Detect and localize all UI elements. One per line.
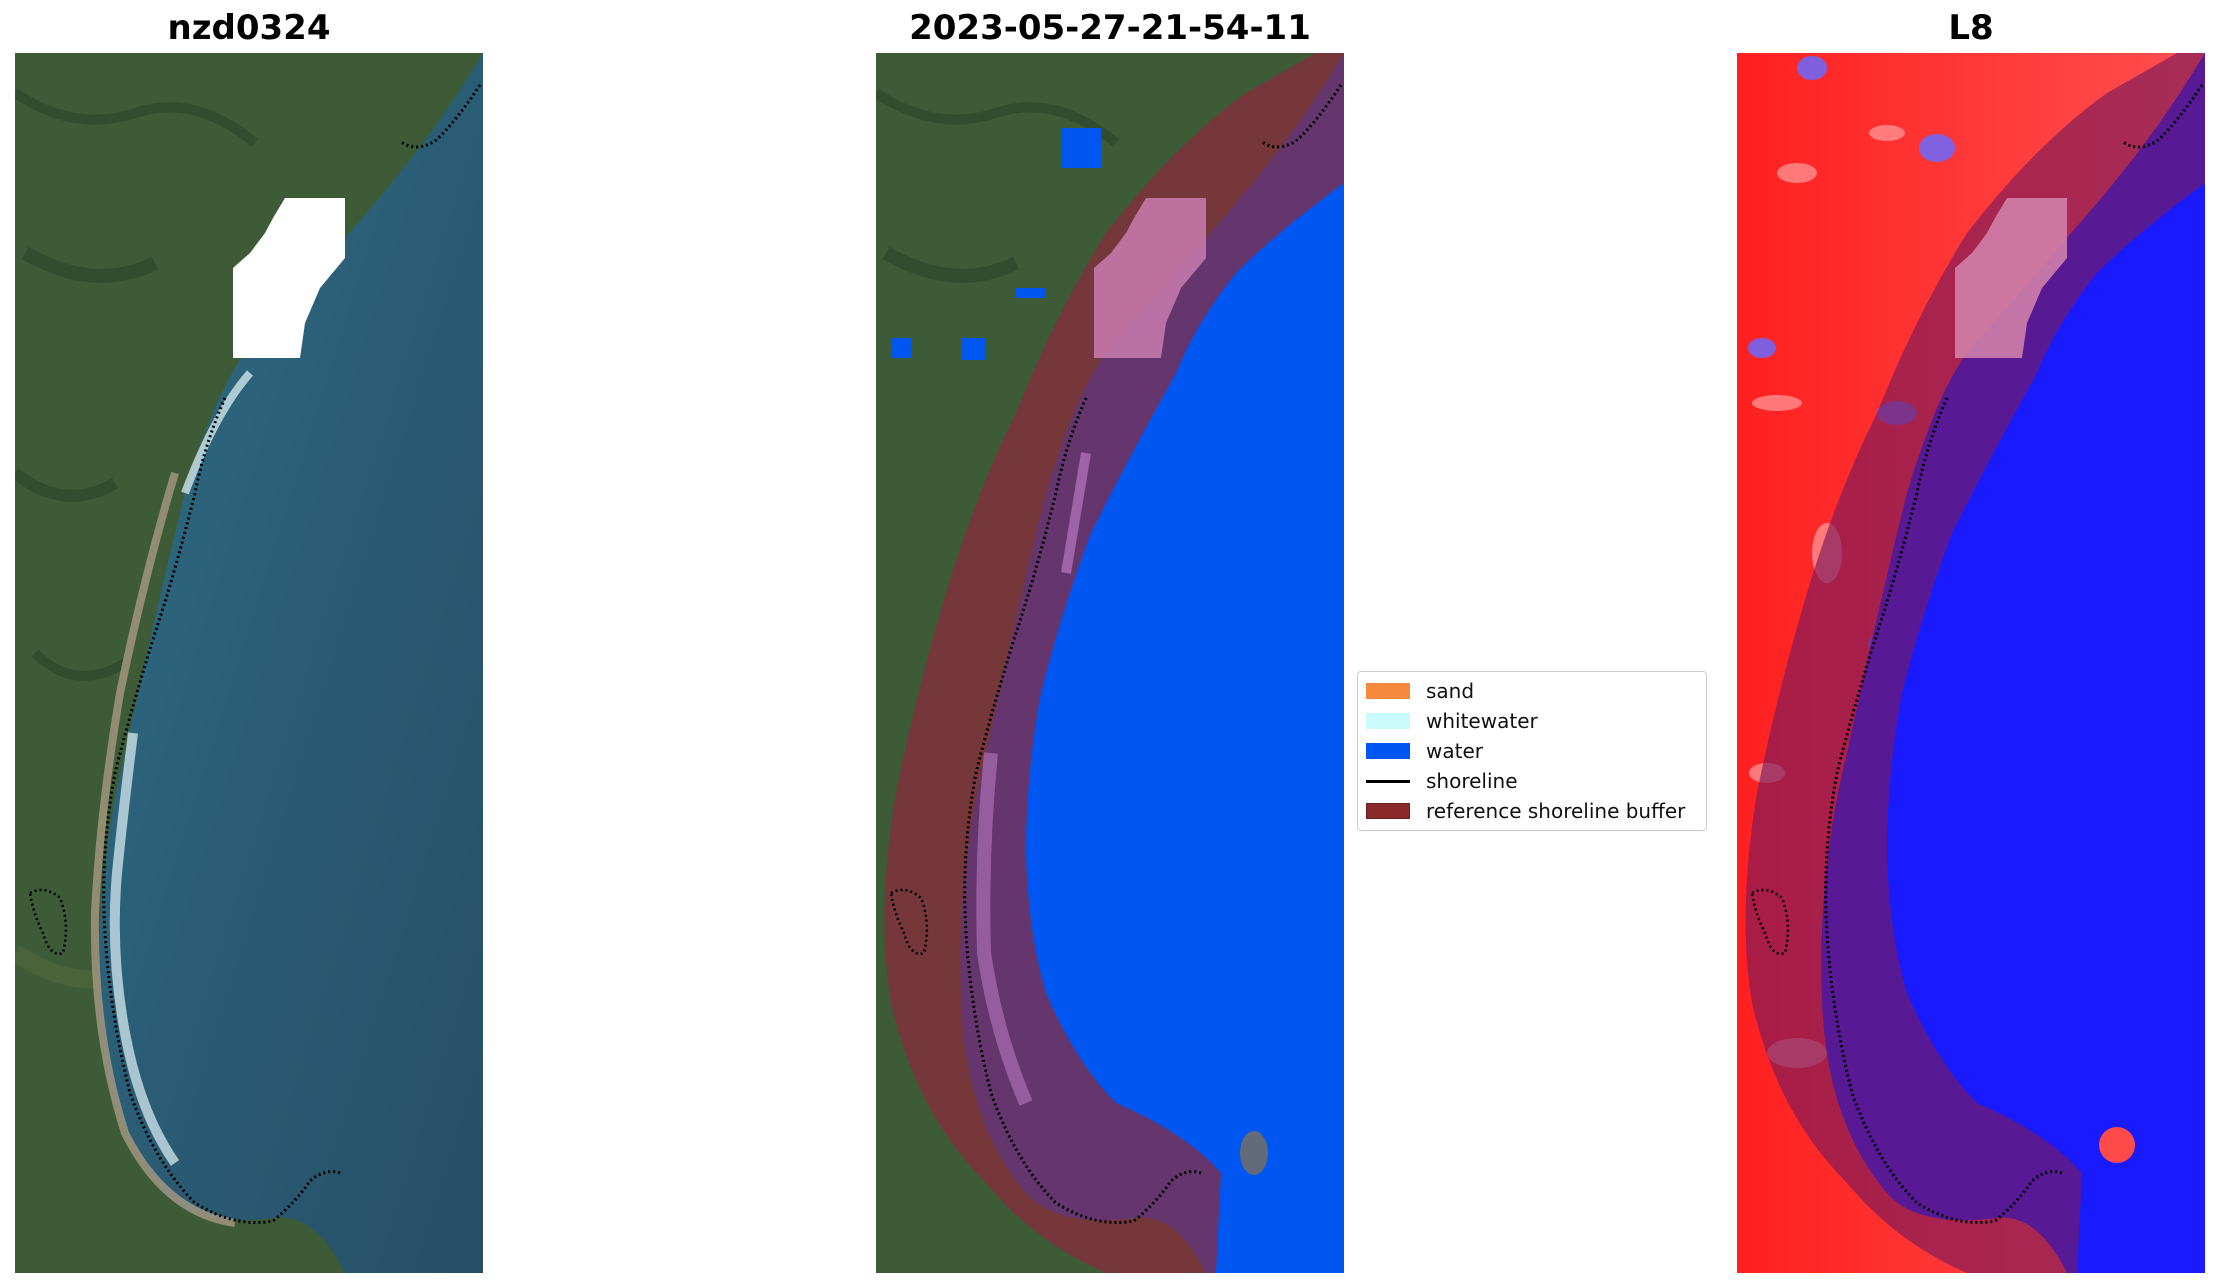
index-image-panel	[1737, 53, 2205, 1273]
legend: sand whitewater water shoreline referenc…	[1357, 671, 1707, 831]
legend-item-sand: sand	[1366, 677, 1474, 705]
legend-swatch-whitewater	[1366, 713, 1410, 729]
reference-shoreline-buffer	[884, 53, 1344, 1273]
legend-item-whitewater: whitewater	[1366, 707, 1538, 735]
legend-label: whitewater	[1426, 709, 1538, 733]
legend-label: sand	[1426, 679, 1475, 703]
legend-item-shoreline: shoreline	[1366, 767, 1518, 795]
legend-label: shoreline	[1426, 769, 1518, 793]
legend-label: water	[1426, 739, 1483, 763]
legend-item-water: water	[1366, 737, 1483, 765]
legend-swatch-water	[1366, 743, 1410, 759]
legend-item-buffer: reference shoreline buffer	[1366, 797, 1685, 825]
legend-swatch-buffer	[1366, 803, 1410, 819]
water-class-area	[960, 53, 1344, 1273]
rgb-image	[15, 53, 483, 1273]
rgb-image-panel	[15, 53, 483, 1273]
panel-title-classified: 2023-05-27-21-54-11	[909, 8, 1311, 48]
classified-image-panel	[876, 53, 1344, 1273]
shoreline-line	[102, 84, 482, 1225]
sea-area	[99, 53, 483, 1273]
legend-line-shoreline	[1366, 779, 1410, 783]
cloud-mask	[233, 198, 345, 358]
legend-label: reference shoreline buffer	[1426, 799, 1686, 823]
panel-title-ndwi: L8	[1948, 8, 1994, 48]
reference-shoreline-buffer-overlay	[1745, 53, 2205, 1273]
classified-image	[876, 53, 1344, 1273]
index-image	[1737, 53, 2205, 1273]
panel-title-rgb: nzd0324	[167, 8, 331, 48]
legend-swatch-sand	[1366, 683, 1410, 699]
